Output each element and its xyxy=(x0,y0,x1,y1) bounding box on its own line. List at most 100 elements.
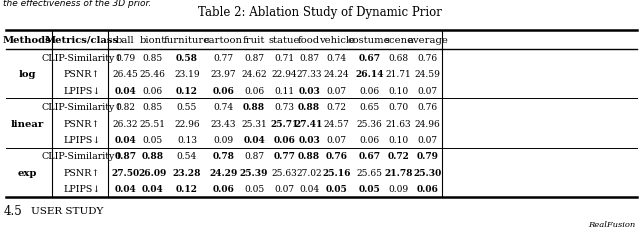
Text: 24.59: 24.59 xyxy=(415,70,440,79)
Text: 0.09: 0.09 xyxy=(388,184,409,193)
Text: 26.45: 26.45 xyxy=(113,70,138,79)
Text: 0.07: 0.07 xyxy=(326,135,347,144)
Text: cartoon: cartoon xyxy=(204,36,243,45)
Text: 23.97: 23.97 xyxy=(211,70,236,79)
Text: costume: costume xyxy=(348,36,390,45)
Text: exp: exp xyxy=(17,168,36,177)
Text: 0.88: 0.88 xyxy=(298,152,320,161)
Text: Table 2: Ablation Study of Dynamic Prior: Table 2: Ablation Study of Dynamic Prior xyxy=(198,6,442,19)
Text: 0.87: 0.87 xyxy=(115,152,136,161)
Text: 0.04: 0.04 xyxy=(115,86,136,95)
Text: 0.09: 0.09 xyxy=(213,135,234,144)
Text: 0.04: 0.04 xyxy=(299,184,319,193)
Text: CLIP-Similarity↑: CLIP-Similarity↑ xyxy=(41,152,123,161)
Text: fruit: fruit xyxy=(243,36,265,45)
Text: 0.06: 0.06 xyxy=(212,86,234,95)
Text: 25.31: 25.31 xyxy=(241,119,267,128)
Text: the effectiveness of the 3D prior.: the effectiveness of the 3D prior. xyxy=(3,0,152,8)
Text: 0.88: 0.88 xyxy=(298,103,320,112)
Text: 24.29: 24.29 xyxy=(209,168,237,177)
Text: 27.33: 27.33 xyxy=(296,70,322,79)
Text: 23.28: 23.28 xyxy=(173,168,201,177)
Text: 0.06: 0.06 xyxy=(359,135,380,144)
Text: scene: scene xyxy=(384,36,413,45)
Text: 0.76: 0.76 xyxy=(326,152,348,161)
Text: CLIP-Similarity↑: CLIP-Similarity↑ xyxy=(41,54,123,63)
Text: 0.07: 0.07 xyxy=(274,184,294,193)
Text: 0.78: 0.78 xyxy=(212,152,234,161)
Text: 0.05: 0.05 xyxy=(326,184,348,193)
Text: furniture: furniture xyxy=(164,36,210,45)
Text: 0.82: 0.82 xyxy=(115,103,136,112)
Text: 0.04: 0.04 xyxy=(115,184,136,193)
Text: PSNR↑: PSNR↑ xyxy=(64,168,100,177)
Text: CLIP-Similarity↑: CLIP-Similarity↑ xyxy=(41,103,123,112)
Text: 27.50: 27.50 xyxy=(111,168,140,177)
Text: average: average xyxy=(407,36,448,45)
Text: log: log xyxy=(18,70,36,79)
Text: 27.02: 27.02 xyxy=(296,168,322,177)
Text: 23.19: 23.19 xyxy=(174,70,200,79)
Text: 0.65: 0.65 xyxy=(359,103,380,112)
Text: 25.51: 25.51 xyxy=(140,119,165,128)
Text: 0.05: 0.05 xyxy=(358,184,380,193)
Text: 0.04: 0.04 xyxy=(243,135,265,144)
Text: 0.13: 0.13 xyxy=(177,135,197,144)
Text: 26.09: 26.09 xyxy=(138,168,166,177)
Text: 0.85: 0.85 xyxy=(142,54,163,63)
Text: 24.96: 24.96 xyxy=(415,119,440,128)
Text: ball: ball xyxy=(116,36,135,45)
Text: 0.74: 0.74 xyxy=(213,103,234,112)
Text: 26.14: 26.14 xyxy=(355,70,383,79)
Text: 0.76: 0.76 xyxy=(417,54,438,63)
Text: 0.06: 0.06 xyxy=(244,86,264,95)
Text: 0.10: 0.10 xyxy=(388,86,409,95)
Text: Metrics/class: Metrics/class xyxy=(45,36,119,45)
Text: 0.70: 0.70 xyxy=(388,103,409,112)
Text: 0.71: 0.71 xyxy=(274,54,294,63)
Text: 0.88: 0.88 xyxy=(141,152,163,161)
Text: PSNR↑: PSNR↑ xyxy=(64,70,100,79)
Text: 22.94: 22.94 xyxy=(271,70,297,79)
Text: 25.65: 25.65 xyxy=(356,168,382,177)
Text: 0.06: 0.06 xyxy=(212,184,234,193)
Text: PSNR↑: PSNR↑ xyxy=(64,119,100,128)
Text: LPIPS↓: LPIPS↓ xyxy=(63,184,100,193)
Text: 0.88: 0.88 xyxy=(243,103,265,112)
Text: RealFusion: RealFusion xyxy=(588,220,636,227)
Text: 0.79: 0.79 xyxy=(115,54,136,63)
Text: 0.12: 0.12 xyxy=(176,86,198,95)
Text: 0.07: 0.07 xyxy=(326,86,347,95)
Text: 0.77: 0.77 xyxy=(213,54,234,63)
Text: 0.06: 0.06 xyxy=(273,135,295,144)
Text: 0.74: 0.74 xyxy=(326,54,347,63)
Text: 27.41: 27.41 xyxy=(295,119,323,128)
Text: 22.96: 22.96 xyxy=(174,119,200,128)
Text: 0.67: 0.67 xyxy=(358,152,380,161)
Text: 0.06: 0.06 xyxy=(142,86,163,95)
Text: vehicle: vehicle xyxy=(319,36,355,45)
Text: 24.62: 24.62 xyxy=(241,70,267,79)
Text: biont: biont xyxy=(140,36,165,45)
Text: food: food xyxy=(298,36,320,45)
Text: 0.06: 0.06 xyxy=(359,86,380,95)
Text: 0.03: 0.03 xyxy=(298,135,320,144)
Text: 25.46: 25.46 xyxy=(140,70,165,79)
Text: 25.16: 25.16 xyxy=(323,168,351,177)
Text: linear: linear xyxy=(10,119,44,128)
Text: 0.77: 0.77 xyxy=(273,152,295,161)
Text: 0.03: 0.03 xyxy=(298,86,320,95)
Text: 0.12: 0.12 xyxy=(176,184,198,193)
Text: 25.39: 25.39 xyxy=(240,168,268,177)
Text: 0.05: 0.05 xyxy=(244,184,264,193)
Text: 0.76: 0.76 xyxy=(417,103,438,112)
Text: 21.78: 21.78 xyxy=(385,168,413,177)
Text: 0.67: 0.67 xyxy=(358,54,380,63)
Text: 21.63: 21.63 xyxy=(386,119,412,128)
Text: LPIPS↓: LPIPS↓ xyxy=(63,86,100,95)
Text: 25.30: 25.30 xyxy=(413,168,442,177)
Text: 0.05: 0.05 xyxy=(142,135,163,144)
Text: USER STUDY: USER STUDY xyxy=(31,206,103,215)
Text: 0.54: 0.54 xyxy=(177,152,197,161)
Text: 0.73: 0.73 xyxy=(274,103,294,112)
